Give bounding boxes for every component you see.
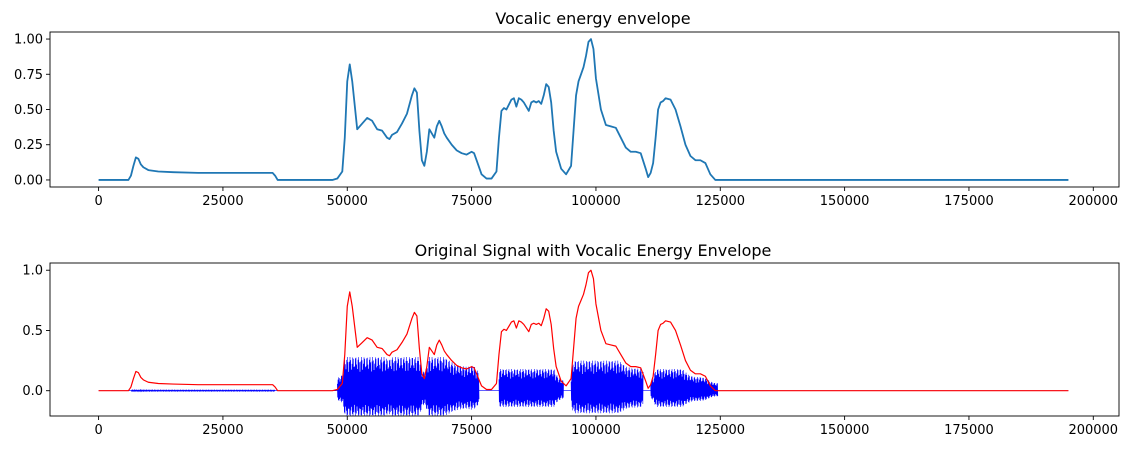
- top-y-tick-label: 0.75: [14, 68, 43, 83]
- bottom-y-tick-label: 0.0: [22, 384, 43, 399]
- top-x-tick-label: 125000: [695, 194, 745, 209]
- bottom-x-tick-label: 100000: [571, 423, 621, 438]
- bottom-x-tick-label: 150000: [820, 423, 870, 438]
- top-x-tick-label: 100000: [571, 194, 621, 209]
- top-y-tick-label: 0.25: [14, 138, 43, 153]
- top-chart-axes: 0 25000 50000 75000 100000 125000 150000 175000…: [14, 31, 1120, 209]
- top-x-tick-label: 0: [94, 194, 102, 209]
- bottom-chart-panel: Original Signal with Vocalic Energy Enve…: [22, 241, 1120, 438]
- top-x-tick-label: 150000: [820, 194, 870, 209]
- bottom-plot-frame: [49, 262, 1120, 417]
- bottom-x-tick-label: 0: [94, 423, 102, 438]
- bottom-x-tick-label: 175000: [944, 423, 994, 438]
- bottom-x-tick-label: 50000: [327, 423, 368, 438]
- bottom-chart-axes: 0 25000 50000 75000 100000 125000 150000 175000…: [22, 262, 1120, 438]
- envelope-line: [98, 269, 1069, 392]
- top-x-tick-label: 200000: [1068, 194, 1118, 209]
- bottom-x-tick-label: 75000: [451, 423, 492, 438]
- top-x-tick-label: 75000: [451, 194, 492, 209]
- top-y-tick-label: 1.00: [14, 33, 43, 48]
- top-chart-title: Vocalic energy envelope: [495, 9, 690, 28]
- energy-envelope-line: [98, 38, 1069, 181]
- bottom-x-tick-label: 200000: [1068, 423, 1118, 438]
- top-y-tick-label: 0.00: [14, 173, 43, 188]
- top-chart-panel: Vocalic energy envelope 0 25000 50000 75000…: [14, 9, 1120, 209]
- top-x-tick-label: 50000: [327, 194, 368, 209]
- top-x-tick-label: 175000: [944, 194, 994, 209]
- top-y-tick-label: 0.50: [14, 103, 43, 118]
- top-plot-frame: [49, 31, 1120, 188]
- bottom-x-tick-label: 125000: [695, 423, 745, 438]
- top-x-tick-label: 25000: [202, 194, 243, 209]
- bottom-x-tick-label: 25000: [202, 423, 243, 438]
- bottom-chart-series-layer: [98, 269, 1069, 417]
- bottom-y-tick-label: 1.0: [22, 264, 43, 279]
- top-chart-series-layer: [98, 38, 1069, 181]
- bottom-y-tick-label: 0.5: [22, 324, 43, 339]
- bottom-chart-title: Original Signal with Vocalic Energy Enve…: [415, 241, 772, 260]
- signal-waveform-line: [98, 356, 1069, 417]
